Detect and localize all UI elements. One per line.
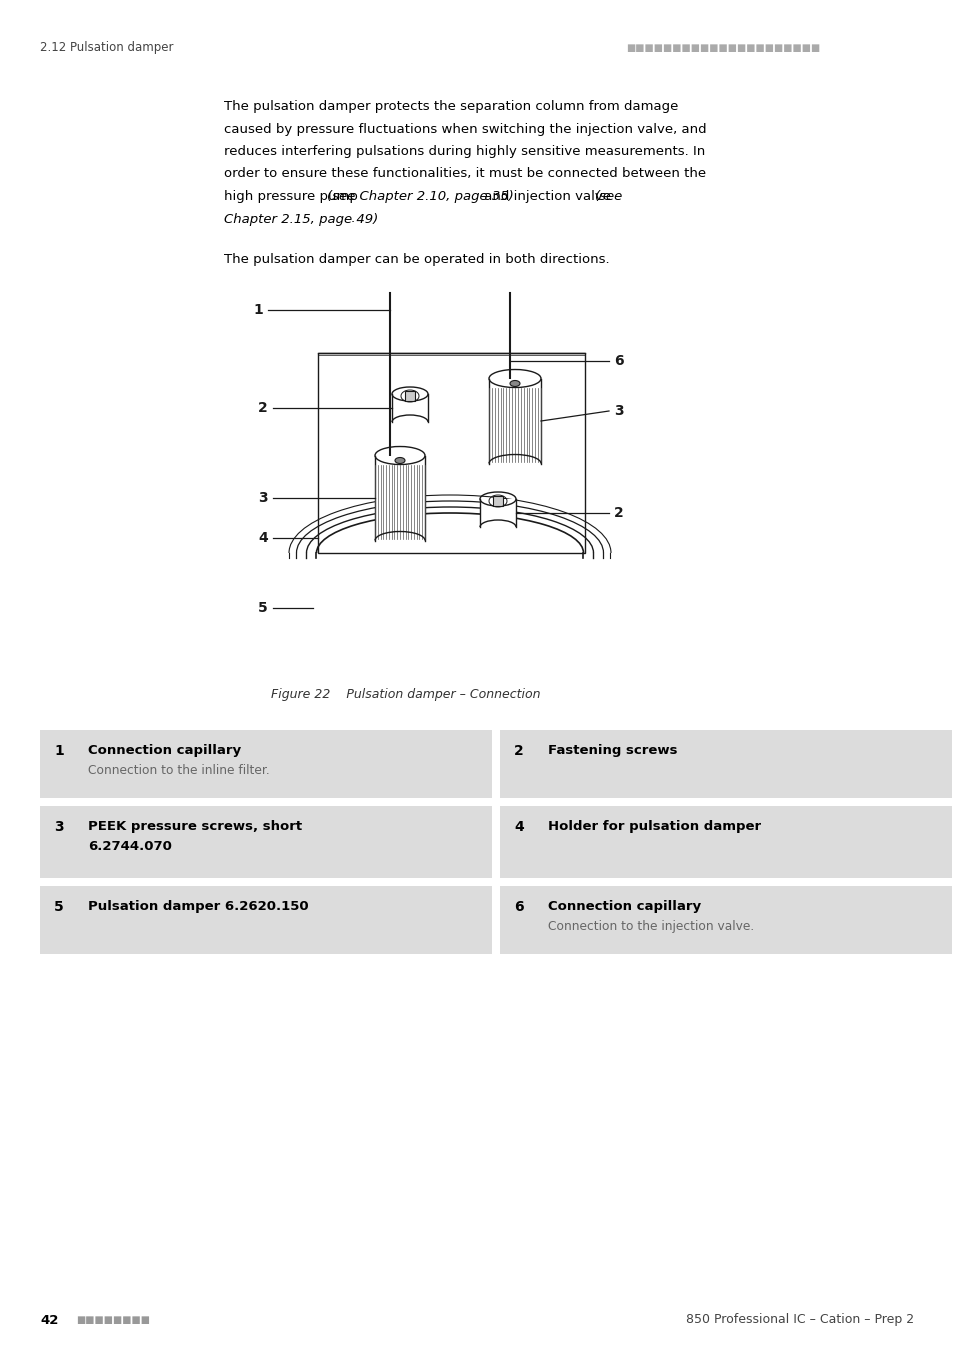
Text: The pulsation damper can be operated in both directions.: The pulsation damper can be operated in … [224, 252, 609, 266]
Text: high pressure pump: high pressure pump [224, 190, 362, 202]
Bar [479, 500, 516, 526]
Text: 1: 1 [253, 302, 263, 317]
Bar [499, 806, 951, 878]
Text: 1: 1 [54, 744, 64, 757]
Text: Connection capillary: Connection capillary [88, 744, 241, 757]
Bar [40, 806, 492, 878]
Bar [392, 394, 428, 423]
Bar [499, 886, 951, 954]
Text: Pulsation damper 6.2620.150: Pulsation damper 6.2620.150 [88, 900, 309, 913]
Text: 2: 2 [258, 401, 268, 414]
Text: (see Chapter 2.10, page 35): (see Chapter 2.10, page 35) [327, 190, 514, 202]
Text: ■■■■■■■■: ■■■■■■■■ [76, 1315, 150, 1324]
Text: Fastening screws: Fastening screws [547, 744, 677, 757]
Ellipse shape [510, 381, 519, 386]
Text: 5: 5 [54, 900, 64, 914]
Bar [40, 886, 492, 954]
Text: (see: (see [595, 190, 622, 202]
Text: ■■■■■■■■■■■■■■■■■■■■■: ■■■■■■■■■■■■■■■■■■■■■ [625, 43, 820, 53]
Text: 42: 42 [40, 1314, 58, 1327]
Bar [40, 730, 492, 798]
Text: 2: 2 [514, 744, 523, 757]
Text: 850 Professional IC – Cation – Prep 2: 850 Professional IC – Cation – Prep 2 [685, 1314, 913, 1327]
Text: 4: 4 [258, 531, 268, 545]
Bar [489, 378, 540, 463]
Ellipse shape [395, 458, 405, 463]
Text: 3: 3 [54, 819, 64, 834]
Text: The pulsation damper protects the separation column from damage: The pulsation damper protects the separa… [224, 100, 678, 113]
Text: Connection to the injection valve.: Connection to the injection valve. [547, 919, 754, 933]
Bar [375, 455, 424, 540]
Text: PEEK pressure screws, short: PEEK pressure screws, short [88, 819, 302, 833]
Text: caused by pressure fluctuations when switching the injection valve, and: caused by pressure fluctuations when swi… [224, 123, 706, 135]
Text: 2.12 Pulsation damper: 2.12 Pulsation damper [40, 42, 173, 54]
Text: Figure 22    Pulsation damper – Connection: Figure 22 Pulsation damper – Connection [271, 688, 540, 701]
Text: 6.2744.070: 6.2744.070 [88, 840, 172, 853]
Text: reduces interfering pulsations during highly sensitive measurements. In: reduces interfering pulsations during hi… [224, 144, 704, 158]
Text: 6: 6 [514, 900, 523, 914]
Text: 5: 5 [258, 601, 268, 616]
Text: Connection capillary: Connection capillary [547, 900, 700, 913]
Text: Connection to the inline filter.: Connection to the inline filter. [88, 764, 270, 778]
Text: .: . [351, 212, 355, 225]
Bar [499, 730, 951, 798]
Text: Chapter 2.15, page 49): Chapter 2.15, page 49) [224, 212, 377, 225]
Text: order to ensure these functionalities, it must be connected between the: order to ensure these functionalities, i… [224, 167, 705, 181]
Bar [493, 495, 502, 506]
Text: 2: 2 [614, 506, 623, 520]
Bar [317, 352, 584, 554]
Bar [405, 392, 415, 401]
Text: Holder for pulsation damper: Holder for pulsation damper [547, 819, 760, 833]
Text: 6: 6 [614, 354, 623, 369]
Text: 3: 3 [258, 491, 268, 505]
Text: 3: 3 [614, 404, 623, 418]
Text: 4: 4 [514, 819, 523, 834]
Text: and injection valve: and injection valve [479, 190, 615, 202]
